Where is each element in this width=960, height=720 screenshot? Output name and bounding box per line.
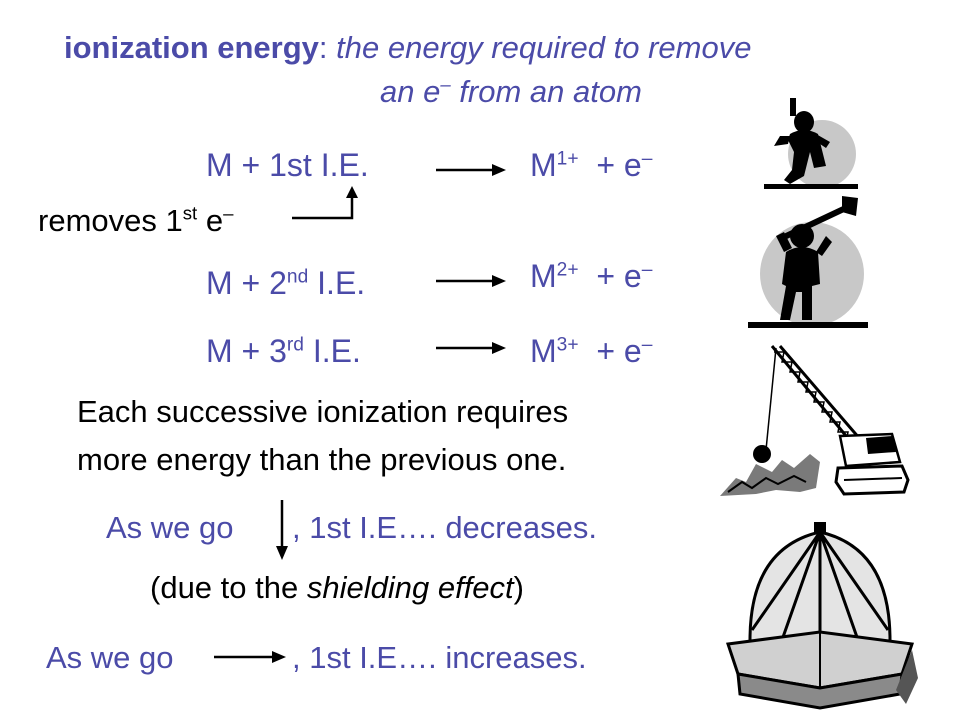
equation-1-right: M1+ + e–: [530, 147, 653, 183]
reaction-arrow-1: [436, 164, 506, 176]
successive-line-2: more energy than the previous one.: [77, 442, 567, 477]
reaction-arrow-2: [436, 275, 506, 287]
removes-pointer-arrow: [292, 186, 358, 220]
trend-down-pre: As we go: [106, 510, 234, 545]
definition-line-1: ionization energy: the energy required t…: [64, 30, 752, 65]
wrecking-crane-icon: [720, 345, 910, 496]
successive-line-1: Each successive ionization requires: [77, 394, 569, 429]
equation-2-right: M2+ + e–: [530, 258, 653, 294]
trend-down-post: , 1st I.E…. decreases.: [292, 510, 597, 545]
removes-label: removes 1st e–: [38, 202, 234, 238]
gazebo-dome-icon: [726, 522, 918, 710]
equation-2-left: M + 2nd I.E.: [206, 265, 366, 301]
equation-1-left: M + 1st I.E.: [206, 147, 369, 183]
person-hammer-icon: [748, 196, 868, 328]
down-arrow: [276, 500, 288, 560]
person-lifting-icon: [764, 98, 858, 189]
equation-3-left: M + 3rd I.E.: [206, 333, 361, 369]
right-arrow: [214, 651, 286, 663]
trend-right-post: , 1st I.E…. increases.: [292, 640, 587, 675]
definition-line-2: an e– from an atom: [380, 73, 642, 109]
equation-3-right: M3+ + e–: [530, 333, 653, 369]
reaction-arrow-3: [436, 342, 506, 354]
shielding-note: (due to the shielding effect): [150, 570, 524, 605]
trend-right-pre: As we go: [46, 640, 174, 675]
definition-term: ionization energy: [64, 30, 319, 65]
